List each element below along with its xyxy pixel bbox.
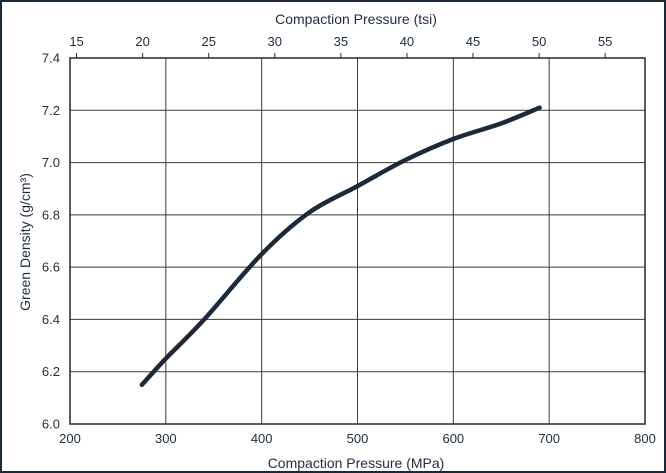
y-tick-label: 7.2 <box>42 103 60 118</box>
y-axis-title: Green Density (g/cm³) <box>17 173 33 311</box>
y-tick-label: 6.0 <box>42 417 60 432</box>
x-top-axis-title: Compaction Pressure (tsi) <box>275 11 437 27</box>
x-tick-label: 400 <box>251 431 273 446</box>
x-top-tick-label: 45 <box>466 34 480 49</box>
plot-frame <box>69 57 646 425</box>
y-tick-label: 7.4 <box>42 51 60 66</box>
y-tick-label: 7.0 <box>42 155 60 170</box>
x-tick-label: 200 <box>59 431 81 446</box>
series-layer <box>139 105 542 388</box>
density-curve <box>139 105 542 388</box>
y-tick-label: 6.8 <box>42 207 60 222</box>
x-top-tick-label: 35 <box>334 34 348 49</box>
x-tick-label: 500 <box>347 431 369 446</box>
x-top-tick-label: 50 <box>532 34 546 49</box>
grid <box>70 58 645 424</box>
x-top-tick-label: 15 <box>69 34 83 49</box>
x-axis-title: Compaction Pressure (MPa) <box>268 455 445 471</box>
x-top-tick-label: 40 <box>400 34 414 49</box>
x-tick-label: 700 <box>538 431 560 446</box>
x-top-tick-label: 25 <box>201 34 215 49</box>
x-tick-label: 800 <box>634 431 656 446</box>
y-tick-label: 6.4 <box>42 312 60 327</box>
x-top-tick-label: 20 <box>135 34 149 49</box>
x-tick-label: 600 <box>442 431 464 446</box>
x-top-tick-label: 55 <box>598 34 612 49</box>
x-tick-label: 300 <box>155 431 177 446</box>
y-tick-label: 6.6 <box>42 260 60 275</box>
tick-labels: 200 300 400 500 600 700 800 6.0 6.2 6.4 6.6 6.8 7.0 7… <box>42 34 656 446</box>
x-top-tick-label: 30 <box>268 34 282 49</box>
y-tick-label: 6.2 <box>42 364 60 379</box>
